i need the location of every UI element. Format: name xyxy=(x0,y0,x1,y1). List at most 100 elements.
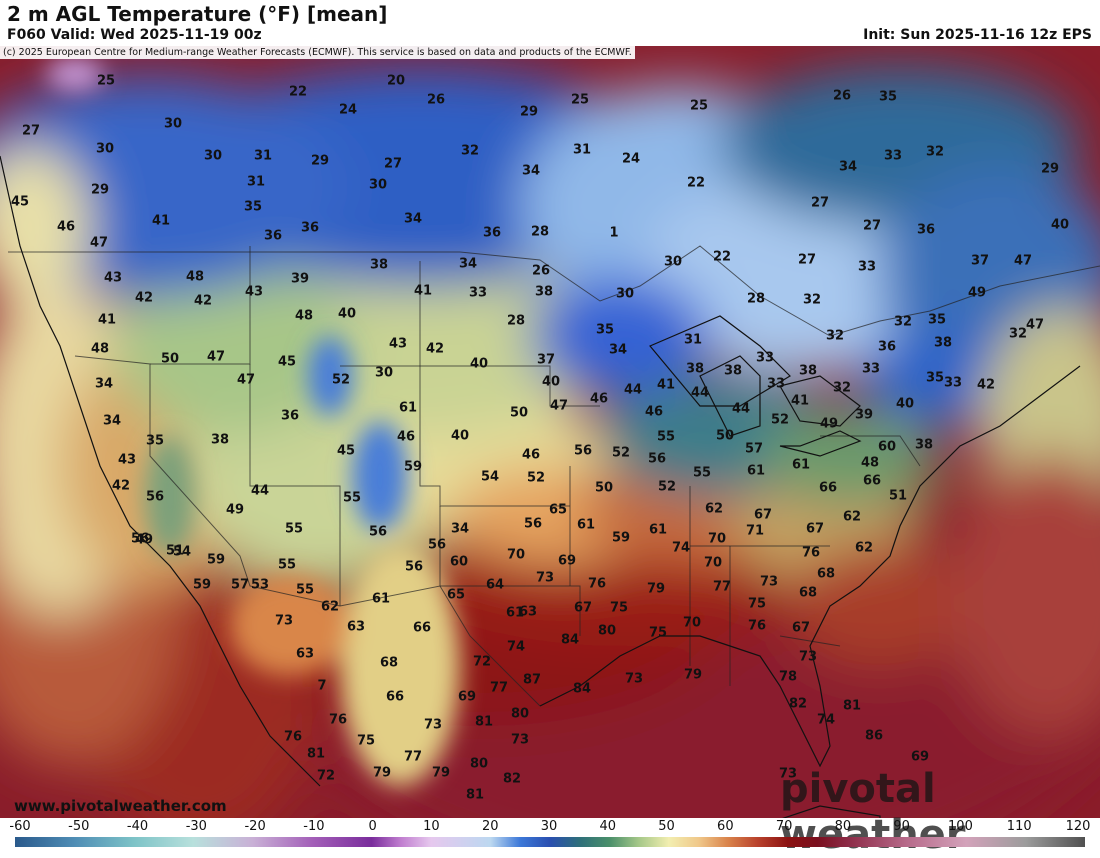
temperature-value: 77 xyxy=(403,749,423,765)
temperature-value: 47 xyxy=(1013,253,1033,269)
temperature-value: 33 xyxy=(468,285,488,301)
map-canvas xyxy=(0,46,1100,818)
temperature-value: 46 xyxy=(644,404,664,420)
temperature-value: 36 xyxy=(280,408,300,424)
temperature-value: 61 xyxy=(371,591,391,607)
temperature-value: 47 xyxy=(549,398,569,414)
temperature-value: 63 xyxy=(346,619,366,635)
temperature-value: 44 xyxy=(250,483,270,499)
temperature-value: 40 xyxy=(337,306,357,322)
temperature-value: 32 xyxy=(460,143,480,159)
temperature-value: 55 xyxy=(295,582,315,598)
temperature-value: 38 xyxy=(210,432,230,448)
temperature-value: 42 xyxy=(111,478,131,494)
temperature-value: 1 xyxy=(609,225,619,241)
temperature-value: 26 xyxy=(832,88,852,104)
temperature-value: 25 xyxy=(689,98,709,114)
temperature-value: 67 xyxy=(753,507,773,523)
temperature-value: 73 xyxy=(759,574,779,590)
temperature-value: 73 xyxy=(423,717,443,733)
temperature-value: 74 xyxy=(506,639,526,655)
temperature-value: 59 xyxy=(206,552,226,568)
color-scale-tick: -10 xyxy=(303,819,325,834)
temperature-value: 73 xyxy=(778,766,798,782)
temperature-value: 35 xyxy=(927,312,947,328)
temperature-value: 49 xyxy=(134,532,154,548)
header: 2 m AGL Temperature (°F) [mean] F060 Val… xyxy=(0,0,1100,46)
temperature-value: 59 xyxy=(403,459,423,475)
temperature-value: 70 xyxy=(707,531,727,547)
color-scale-tick: -60 xyxy=(9,819,31,834)
temperature-value: 40 xyxy=(541,374,561,390)
temperature-value: 48 xyxy=(294,308,314,324)
temperature-value: 43 xyxy=(244,284,264,300)
temperature-value: 38 xyxy=(933,335,953,351)
temperature-value: 55 xyxy=(284,521,304,537)
temperature-value: 40 xyxy=(450,428,470,444)
temperature-value: 26 xyxy=(426,92,446,108)
temperature-value: 60 xyxy=(877,439,897,455)
temperature-value: 81 xyxy=(465,787,485,803)
website-link[interactable]: www.pivotalweather.com xyxy=(14,797,227,815)
temperature-value: 77 xyxy=(712,579,732,595)
temperature-value: 38 xyxy=(798,363,818,379)
temperature-value: 38 xyxy=(534,284,554,300)
temperature-value: 62 xyxy=(704,501,724,517)
temperature-value: 33 xyxy=(943,375,963,391)
copyright-notice: (c) 2025 European Centre for Medium-rang… xyxy=(0,46,635,59)
temperature-value: 36 xyxy=(916,222,936,238)
temperature-value: 56 xyxy=(523,516,543,532)
temperature-value: 57 xyxy=(744,441,764,457)
temperature-value: 50 xyxy=(594,480,614,496)
temperature-value: 34 xyxy=(403,211,423,227)
temperature-value: 24 xyxy=(338,102,358,118)
temperature-value: 39 xyxy=(290,271,310,287)
color-scale-tick: -30 xyxy=(185,819,207,834)
temperature-value: 73 xyxy=(535,570,555,586)
temperature-value: 34 xyxy=(838,159,858,175)
temperature-value: 42 xyxy=(425,341,445,357)
temperature-value: 38 xyxy=(914,437,934,453)
color-scale-tick: 70 xyxy=(775,819,793,834)
color-scale-tick: 80 xyxy=(834,819,852,834)
temperature-value: 59 xyxy=(611,530,631,546)
temperature-value: 35 xyxy=(878,89,898,105)
color-scale-tick: -50 xyxy=(68,819,90,834)
temperature-value: 33 xyxy=(766,376,786,392)
temperature-value: 74 xyxy=(816,712,836,728)
temperature-value: 28 xyxy=(746,291,766,307)
temperature-value: 61 xyxy=(398,400,418,416)
color-scale-tick: 30 xyxy=(540,819,558,834)
temperature-value: 51 xyxy=(888,488,908,504)
temperature-value: 38 xyxy=(723,363,743,379)
temperature-map[interactable] xyxy=(0,46,1100,818)
temperature-value: 30 xyxy=(368,177,388,193)
temperature-value: 48 xyxy=(90,341,110,357)
color-scale-bar xyxy=(15,837,1085,847)
temperature-value: 56 xyxy=(647,451,667,467)
temperature-value: 73 xyxy=(624,671,644,687)
temperature-value: 70 xyxy=(506,547,526,563)
temperature-value: 38 xyxy=(685,361,705,377)
coastlines xyxy=(0,155,1081,818)
temperature-value: 33 xyxy=(755,350,775,366)
temperature-value: 40 xyxy=(895,396,915,412)
temperature-value: 44 xyxy=(731,401,751,417)
temperature-value: 40 xyxy=(1050,217,1070,233)
temperature-value: 51 xyxy=(165,543,185,559)
temperature-value: 76 xyxy=(587,576,607,592)
color-scale-tick: 40 xyxy=(599,819,617,834)
temperature-value: 73 xyxy=(274,613,294,629)
temperature-value: 42 xyxy=(134,290,154,306)
temperature-value: 74 xyxy=(671,540,691,556)
temperature-value: 80 xyxy=(469,756,489,772)
temperature-value: 34 xyxy=(608,342,628,358)
temperature-value: 42 xyxy=(193,293,213,309)
temperature-value: 84 xyxy=(560,632,580,648)
temperature-value: 73 xyxy=(510,732,530,748)
temperature-value: 49 xyxy=(225,502,245,518)
temperature-value: 22 xyxy=(686,175,706,191)
temperature-value: 61 xyxy=(576,517,596,533)
temperature-value: 26 xyxy=(531,263,551,279)
temperature-value: 79 xyxy=(646,581,666,597)
